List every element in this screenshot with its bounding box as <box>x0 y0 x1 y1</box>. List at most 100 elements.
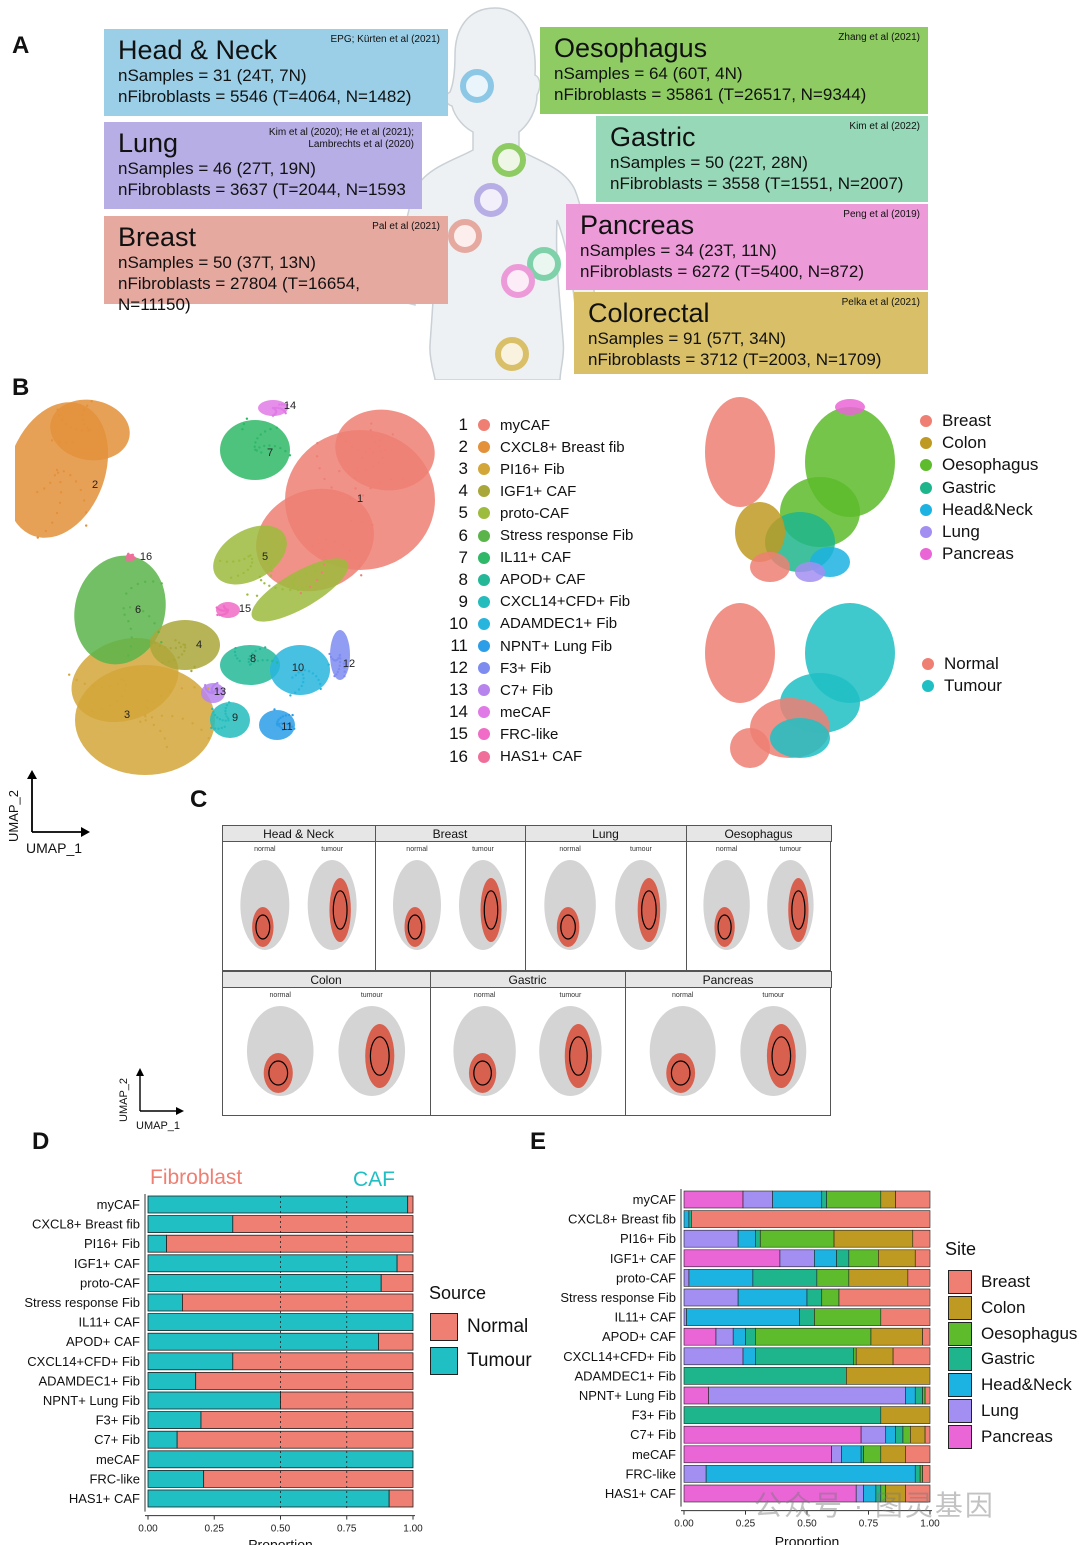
d-bar-segment-tumour <box>147 1489 390 1508</box>
legend-label: Breast <box>942 411 992 430</box>
umap-point <box>216 681 219 685</box>
facet-title: Lung <box>592 827 619 841</box>
umap-point <box>273 708 276 711</box>
umap-point <box>160 582 163 585</box>
umap-point <box>153 622 156 625</box>
umap-point <box>129 627 132 630</box>
cluster-color-dot <box>478 507 490 520</box>
umap-point <box>83 422 86 426</box>
e-bar-segment-breast <box>892 1347 931 1366</box>
umap-cluster-number: 10 <box>292 662 304 674</box>
facet-tumour-label: tumour <box>780 846 802 853</box>
umap-point <box>247 657 250 661</box>
e-bar-segment-gastric <box>683 1406 882 1424</box>
cluster-color-dot <box>478 684 490 697</box>
d-bar-segment-tumour <box>147 1450 414 1469</box>
umap-point <box>120 694 124 698</box>
cluster-legend-item: 7 IL11+ CAF <box>444 548 571 568</box>
e-bar-segment-lung <box>715 1327 734 1346</box>
umap-cluster-number: 14 <box>284 400 296 412</box>
facet-density-contour <box>641 890 657 930</box>
umap-point <box>120 678 123 681</box>
umap-point <box>321 548 324 551</box>
e-x-tick-label: 0.75 <box>859 1519 879 1530</box>
umap-point <box>123 613 126 616</box>
umap-point <box>128 606 132 609</box>
legend-item: Gastric <box>920 478 996 498</box>
umap-point <box>292 585 296 588</box>
umap-point <box>242 571 245 575</box>
umap-point <box>372 451 375 454</box>
e-bar-segment-oesophagus <box>821 1288 840 1307</box>
umap-point <box>260 451 263 454</box>
umap-point <box>342 662 346 665</box>
d-bar-segment-tumour <box>147 1293 183 1312</box>
density-umap-axes <box>136 1068 184 1115</box>
umap-point <box>371 465 375 468</box>
umap-point <box>178 641 181 644</box>
panel-label-d: D <box>32 1128 50 1155</box>
site-title: Oesophagus <box>554 33 708 63</box>
facet-density-points <box>404 907 426 947</box>
e-bar-segment-oesophagus <box>759 1229 835 1248</box>
e-category-label: CXCL8+ Breast fib <box>568 1212 676 1227</box>
umap-point <box>338 664 341 667</box>
umap-point <box>122 607 125 610</box>
umap-point <box>247 555 250 558</box>
umap-point <box>343 675 346 678</box>
e-bar-segment-lung <box>683 1229 739 1248</box>
facet-title: Breast <box>433 827 468 841</box>
e-bar-segment-head-neck <box>683 1210 690 1228</box>
umap-point <box>311 545 314 548</box>
umap-point <box>315 578 319 582</box>
umap-point <box>180 653 184 656</box>
umap-cluster-number: 12 <box>343 658 355 670</box>
site-fibroblasts: nFibroblasts = 27804 (T=16654, N=11150) <box>118 274 360 314</box>
umap-point <box>124 683 128 686</box>
legend-item: Pancreas <box>920 544 1014 564</box>
umap-point <box>75 428 78 431</box>
e-bar-segment-breast <box>691 1210 931 1228</box>
cluster-legend-item: 16 HAS1+ CAF <box>444 747 582 767</box>
umap-cluster-number: 2 <box>92 479 98 491</box>
umap-cluster-number: 4 <box>196 639 202 651</box>
umap-point <box>255 594 259 597</box>
cluster-number: 6 <box>458 525 468 545</box>
umap-point <box>51 521 54 524</box>
facet-normal-label: normal <box>474 992 496 999</box>
d-category-label: IL11+ CAF <box>78 1315 140 1330</box>
umap-point <box>274 406 278 409</box>
e-bar-segment-gastric <box>914 1386 923 1405</box>
cluster-name: meCAF <box>500 703 551 721</box>
umap-point <box>143 713 146 716</box>
umap-point <box>159 694 163 698</box>
e-bar-segment-lung <box>683 1288 739 1307</box>
legend-swatch <box>948 1347 972 1372</box>
umap-point <box>281 728 285 732</box>
e-bar-segment-colon <box>855 1347 894 1366</box>
site-citation: EPG; Kürten et al (2021) <box>330 34 440 45</box>
d-bar-segment-normal <box>407 1195 414 1214</box>
umap-point <box>254 649 257 653</box>
umap-point <box>286 403 289 407</box>
umap-point <box>81 418 85 421</box>
d-bar-segment-tumour <box>147 1469 205 1488</box>
d-bar-segment-tumour <box>147 1274 382 1292</box>
density-facet-grid: Head & Neck normal tumour Breast normal tumou… <box>222 825 832 1116</box>
e-bar-segment-colon <box>910 1425 926 1444</box>
source-legend-item: Tumour <box>430 1347 532 1375</box>
facet-tumour-label: tumour <box>630 846 652 853</box>
cluster-name: IGF1+ CAF <box>500 482 577 500</box>
cluster-legend-item: 9 CXCL14+CFD+ Fib <box>444 592 631 612</box>
e-bar-segment-lung <box>860 1425 887 1444</box>
e-bar-segment-pancreas <box>683 1249 781 1268</box>
e-bar-segment-lung <box>683 1347 744 1366</box>
legend-swatch <box>430 1347 458 1375</box>
cluster-number: 7 <box>458 547 468 567</box>
site-umap-blob <box>735 502 785 562</box>
umap-point <box>200 728 203 731</box>
umap-point <box>381 456 384 459</box>
umap-point <box>145 706 148 709</box>
umap-cluster-number: 16 <box>140 551 152 563</box>
umap-point <box>171 715 174 718</box>
